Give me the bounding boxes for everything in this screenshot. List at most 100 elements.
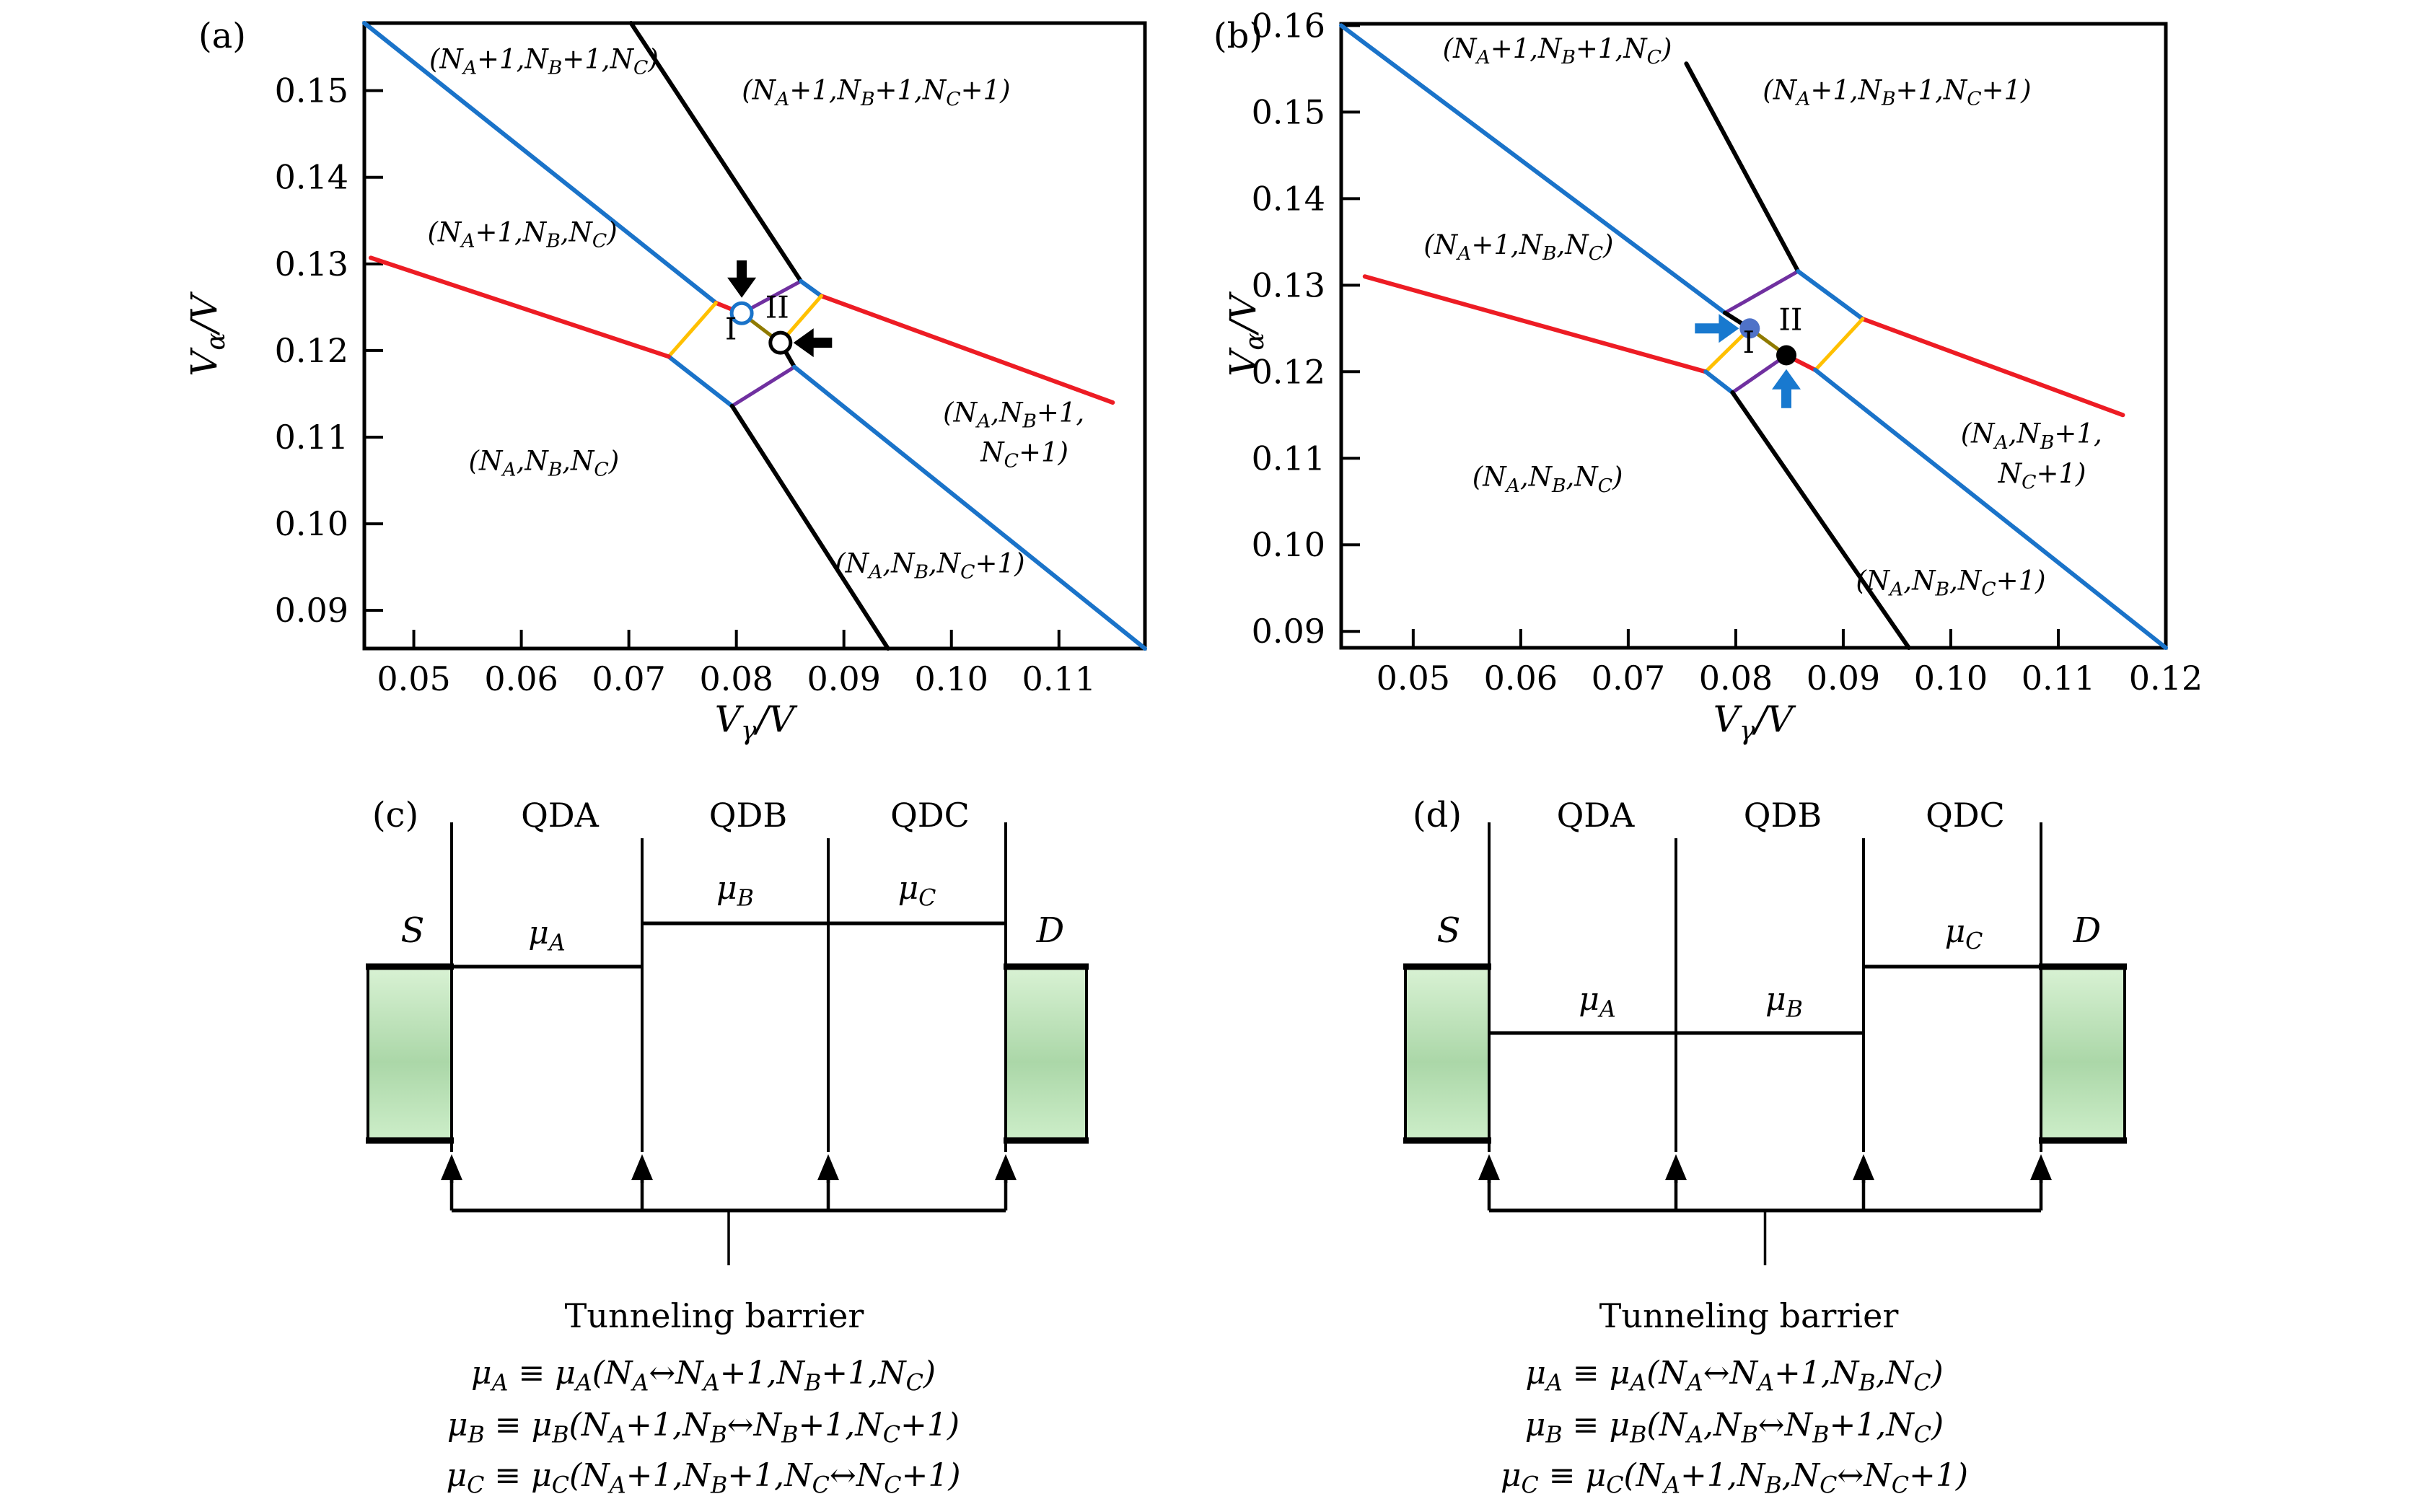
pointer-arrow <box>793 328 833 358</box>
mu-label: μA <box>1579 981 1616 1023</box>
point-label-II: II <box>1778 302 1802 338</box>
dot-label-QDC: QDC <box>890 796 970 835</box>
dot-label-QDA: QDA <box>521 796 600 835</box>
triple-point-I <box>1739 318 1760 339</box>
mu-equation-2: μB ≡ μB(NA+1,NB↔NB+1,NC+1) <box>447 1407 960 1449</box>
x-tick-label: 0.07 <box>592 659 665 698</box>
x-axis-title: Vγ/V <box>715 698 798 746</box>
boundary-line-blue <box>792 364 1147 651</box>
tunneling-barrier-label: Tunneling barrier <box>565 1296 864 1335</box>
x-tick-label: 0.08 <box>1699 659 1773 698</box>
triple-point-I <box>729 301 754 325</box>
boundary-line-black <box>729 403 890 651</box>
boundary-line-black <box>1730 390 1911 650</box>
region-label: (NA,NB+1, <box>1961 418 2102 454</box>
point-label-II: II <box>765 289 789 325</box>
tunneling-barrier-label: Tunneling barrier <box>1599 1296 1899 1335</box>
region-label: (NA+1,NB+1,NC) <box>429 43 659 79</box>
lead-S <box>1404 965 1491 1142</box>
dot-label-QDC: QDC <box>1926 796 2005 835</box>
mu-label: μB <box>716 870 754 912</box>
boundary-line-purple <box>1723 269 1800 315</box>
boundary-line-red <box>1860 317 2125 418</box>
x-tick-label: 0.05 <box>377 659 450 698</box>
y-tick-label: 0.11 <box>275 418 348 457</box>
barrier-arrow-head <box>441 1154 462 1183</box>
boundary-line-blue <box>362 21 719 305</box>
point-label-I: I <box>1742 325 1755 360</box>
pointer-arrow <box>1772 369 1801 408</box>
lead-label-S: S <box>401 910 425 951</box>
boundary-line-blue <box>799 278 824 299</box>
y-tick-label: 0.12 <box>275 331 348 370</box>
y-axis-title: Vα/V <box>1222 291 1270 376</box>
mu-equation-3: μC ≡ μC(NA+1,NB+1,NC↔NC+1) <box>446 1457 960 1499</box>
x-tick-label: 0.09 <box>807 659 880 698</box>
region-label: NC+1) <box>980 437 1068 472</box>
pointer-arrow <box>727 260 757 298</box>
panel-a-stability-chart: 0.05 0.06 0.07 0.08 0.09 0.10 0.11 0.09 0.10 0.11… <box>183 16 1147 746</box>
boundary-line-yellow <box>667 301 718 359</box>
x-tick-label: 0.05 <box>1377 659 1450 698</box>
panel-tag: (a) <box>198 16 246 56</box>
region-label: (NA+1,NB,NC) <box>1423 229 1613 265</box>
boundary-line-blue <box>666 354 734 408</box>
region-label: (NA,NB,NC) <box>1472 462 1623 497</box>
mu-equation-3: μC ≡ μC(NA+1,NB,NC↔NC+1) <box>1501 1457 1968 1499</box>
boundary-line-red <box>368 255 671 359</box>
region-label: (NA+1,NB+1,NC) <box>1443 33 1672 69</box>
plot-frame <box>362 21 1147 651</box>
lead-D <box>1004 965 1088 1142</box>
boundary-line-purple <box>730 365 796 408</box>
panel-tag: (c) <box>372 795 418 835</box>
y-tick-label: 0.13 <box>1252 265 1325 304</box>
x-axis-title: Vγ/V <box>1713 698 1796 746</box>
lead-S <box>367 965 453 1142</box>
lead-label-D: D <box>1036 910 1064 951</box>
x-tick-label: 0.11 <box>2022 659 2095 698</box>
lead-D <box>2040 965 2126 1142</box>
mu-label: μB <box>1765 981 1803 1023</box>
region-label: (NA+1,NB+1,NC+1) <box>742 75 1010 110</box>
y-tick-label: 0.09 <box>1252 612 1325 651</box>
mu-equation-1: μA ≡ μA(NA↔NA+1,NB,NC) <box>1525 1355 1943 1397</box>
mu-equation-2: μB ≡ μB(NA,NB↔NB+1,NC) <box>1525 1407 1944 1449</box>
x-tick-label: 0.06 <box>484 659 558 698</box>
plot-frame <box>1339 22 2168 650</box>
panel-tag: (b) <box>1213 16 1263 56</box>
region-label: (NA+1,NB+1,NC+1) <box>1763 74 2031 110</box>
barrier-arrow-head <box>995 1154 1017 1183</box>
barrier-arrow-head <box>1853 1154 1874 1183</box>
barrier-arrow-head <box>631 1154 653 1183</box>
dot-label-QDB: QDB <box>709 796 787 835</box>
barrier-arrow-head <box>2030 1154 2052 1183</box>
barrier-arrow-head <box>1478 1154 1500 1183</box>
y-tick-label: 0.12 <box>1252 352 1325 391</box>
mu-label: μA <box>528 915 566 957</box>
region-label: (NA,NB+1, <box>943 397 1084 432</box>
panel-c-level-diagram: (c) QDA QDB QDC μA μB μC S D Tunneling barrier μA … <box>366 795 1089 1499</box>
boundary-line-blue <box>1703 369 1735 395</box>
y-tick-label: 0.13 <box>275 245 348 284</box>
x-tick-label: 0.11 <box>1022 659 1096 698</box>
y-tick-label: 0.15 <box>1252 92 1325 131</box>
boundary-line-yellow <box>1813 317 1865 372</box>
region-label: (NA,NB,NC+1) <box>835 548 1024 583</box>
mu-label: μC <box>898 870 936 912</box>
dot-label-QDA: QDA <box>1557 796 1636 835</box>
barrier-arrow-head <box>1665 1154 1687 1183</box>
region-label: (NA,NB,NC+1) <box>1856 566 2045 601</box>
boundary-line-blue <box>1339 23 1727 315</box>
y-tick-label: 0.11 <box>1252 439 1325 478</box>
mu-label: μC <box>1945 913 1983 955</box>
x-tick-label: 0.06 <box>1484 659 1558 698</box>
region-label: (NA,NB,NC) <box>469 446 620 481</box>
lead-label-D: D <box>2073 910 2101 951</box>
x-tick-label: 0.09 <box>1807 659 1880 698</box>
panel-tag: (d) <box>1413 795 1462 835</box>
region-label: NC+1) <box>1998 458 2086 493</box>
boundary-line-blue <box>1796 269 1865 322</box>
barrier-arrow-head <box>817 1154 839 1183</box>
